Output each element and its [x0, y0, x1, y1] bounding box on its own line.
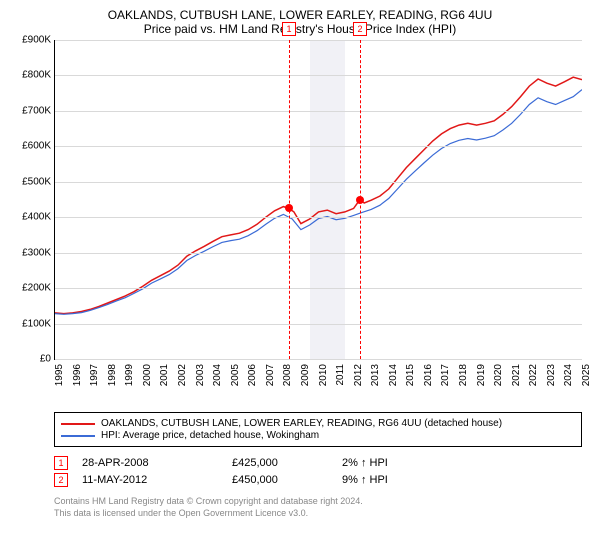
- transaction-row: 1 28-APR-2008£425,0002% ↑ HPI: [54, 456, 582, 470]
- x-tick-label: 2023: [546, 364, 557, 386]
- x-tick-label: 1995: [54, 364, 65, 386]
- gridline: [55, 40, 582, 41]
- x-tick-label: 2005: [230, 364, 241, 386]
- y-tick-label: £600K: [22, 141, 51, 152]
- y-tick-label: £800K: [22, 70, 51, 81]
- gridline: [55, 182, 582, 183]
- legend-item: HPI: Average price, detached house, Woki…: [61, 430, 575, 441]
- x-tick-label: 1997: [89, 364, 100, 386]
- x-tick-label: 2010: [318, 364, 329, 386]
- gridline: [55, 146, 582, 147]
- gridline: [55, 217, 582, 218]
- transaction-dot: [285, 204, 293, 212]
- plot-region: £0£100K£200K£300K£400K£500K£600K£700K£80…: [54, 40, 582, 360]
- title-block: OAKLANDS, CUTBUSH LANE, LOWER EARLEY, RE…: [12, 8, 588, 36]
- gridline: [55, 111, 582, 112]
- transaction-row: 2 11-MAY-2012£450,0009% ↑ HPI: [54, 473, 582, 487]
- y-tick-label: £900K: [22, 35, 51, 46]
- x-tick-label: 2004: [212, 364, 223, 386]
- y-axis: £0£100K£200K£300K£400K£500K£600K£700K£80…: [13, 40, 53, 360]
- x-tick-label: 1999: [124, 364, 135, 386]
- x-axis: 1995 1996 1997 1998 1999 2000 2001 2002 2003 2004…: [54, 362, 582, 410]
- footer: Contains HM Land Registry data © Crown c…: [54, 496, 588, 519]
- x-tick-label: 2016: [423, 364, 434, 386]
- x-tick-label: 2017: [440, 364, 451, 386]
- gridline: [55, 253, 582, 254]
- y-tick-label: £200K: [22, 283, 51, 294]
- x-tick-label: 2025: [581, 364, 592, 386]
- gridline: [55, 75, 582, 76]
- gridline: [55, 288, 582, 289]
- chart-svg: [55, 40, 582, 359]
- legend-label: OAKLANDS, CUTBUSH LANE, LOWER EARLEY, RE…: [101, 418, 502, 429]
- transaction-price: £450,000: [232, 474, 342, 486]
- x-tick-label: 2018: [458, 364, 469, 386]
- series-line: [55, 77, 582, 313]
- legend-swatch: [61, 423, 95, 425]
- legend-label: HPI: Average price, detached house, Woki…: [101, 430, 319, 441]
- x-tick-label: 2015: [405, 364, 416, 386]
- chart-container: OAKLANDS, CUTBUSH LANE, LOWER EARLEY, RE…: [0, 0, 600, 560]
- x-tick-label: 2008: [282, 364, 293, 386]
- legend-swatch: [61, 435, 95, 437]
- x-tick-label: 2009: [300, 364, 311, 386]
- y-tick-label: £300K: [22, 247, 51, 258]
- transaction-date: 11-MAY-2012: [82, 474, 232, 486]
- transaction-date: 28-APR-2008: [82, 457, 232, 469]
- x-tick-label: 2012: [353, 364, 364, 386]
- transaction-index: 1: [54, 456, 68, 470]
- y-tick-label: £500K: [22, 176, 51, 187]
- chart-title: OAKLANDS, CUTBUSH LANE, LOWER EARLEY, RE…: [12, 8, 588, 22]
- x-tick-label: 2006: [247, 364, 258, 386]
- x-tick-label: 2011: [335, 364, 346, 386]
- y-tick-label: £400K: [22, 212, 51, 223]
- legend: OAKLANDS, CUTBUSH LANE, LOWER EARLEY, RE…: [54, 412, 582, 447]
- transaction-hpi: 2% ↑ HPI: [342, 457, 388, 469]
- transaction-index: 2: [54, 473, 68, 487]
- x-tick-label: 2024: [563, 364, 574, 386]
- event-marker: 1: [282, 22, 296, 36]
- chart-area: £0£100K£200K£300K£400K£500K£600K£700K£80…: [54, 40, 582, 410]
- transactions-table: 1 28-APR-2008£425,0002% ↑ HPI 2 11-MAY-2012…: [54, 453, 582, 490]
- x-tick-label: 2001: [159, 364, 170, 386]
- x-tick-label: 2019: [476, 364, 487, 386]
- series-line: [55, 90, 582, 315]
- x-tick-label: 2021: [511, 364, 522, 386]
- x-tick-label: 2014: [388, 364, 399, 386]
- y-tick-label: £0: [40, 354, 51, 365]
- gridline: [55, 324, 582, 325]
- x-tick-label: 2020: [493, 364, 504, 386]
- x-tick-label: 2007: [265, 364, 276, 386]
- event-marker: 2: [353, 22, 367, 36]
- legend-item: OAKLANDS, CUTBUSH LANE, LOWER EARLEY, RE…: [61, 418, 575, 429]
- transaction-hpi: 9% ↑ HPI: [342, 474, 388, 486]
- y-tick-label: £100K: [22, 318, 51, 329]
- x-tick-label: 2002: [177, 364, 188, 386]
- transaction-dot: [356, 196, 364, 204]
- x-tick-label: 2022: [528, 364, 539, 386]
- x-tick-label: 1996: [72, 364, 83, 386]
- footer-line-2: This data is licensed under the Open Gov…: [54, 508, 588, 520]
- gridline: [55, 359, 582, 360]
- x-tick-label: 2013: [370, 364, 381, 386]
- footer-line-1: Contains HM Land Registry data © Crown c…: [54, 496, 588, 508]
- x-tick-label: 2003: [195, 364, 206, 386]
- transaction-price: £425,000: [232, 457, 342, 469]
- x-tick-label: 1998: [107, 364, 118, 386]
- event-vline: [289, 40, 290, 359]
- x-tick-label: 2000: [142, 364, 153, 386]
- y-tick-label: £700K: [22, 105, 51, 116]
- chart-subtitle: Price paid vs. HM Land Registry's House …: [12, 22, 588, 36]
